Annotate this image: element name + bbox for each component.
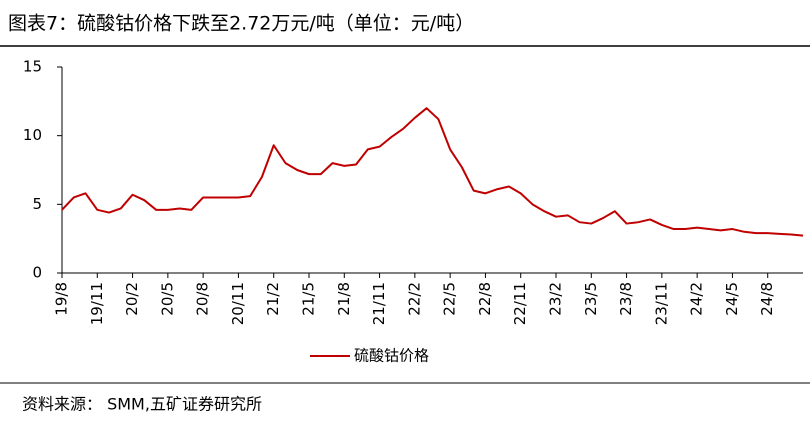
- source: 资料来源： SMM,五矿证券研究所: [22, 395, 262, 414]
- x-tick-label: 22/2: [405, 282, 423, 316]
- x-tick-label: 23/2: [547, 282, 565, 316]
- x-tick-label: 19/11: [88, 282, 106, 325]
- x-tick-label: 24/5: [723, 282, 741, 316]
- x-tick-label: 22/11: [511, 282, 529, 325]
- x-tick-label: 20/11: [229, 282, 247, 325]
- x-tick-label: 24/2: [688, 282, 706, 316]
- x-tick-label: 23/11: [652, 282, 670, 325]
- legend-label: 硫酸钴价格: [354, 347, 429, 365]
- y-tick-label: 5: [32, 195, 42, 213]
- x-tick-label: 20/8: [194, 282, 212, 316]
- x-tick-label: 24/8: [758, 282, 776, 316]
- x-tick-label: 21/11: [370, 282, 388, 325]
- chart-title: 图表7：硫酸钴价格下跌至2.72万元/吨（单位：元/吨）: [8, 13, 474, 35]
- x-tick-label: 22/5: [441, 282, 459, 316]
- y-tick-label: 0: [32, 264, 42, 282]
- x-tick-label: 21/2: [264, 282, 282, 316]
- x-tick-label: 23/8: [617, 282, 635, 316]
- x-tick-label: 22/8: [476, 282, 494, 316]
- x-tick-label: 20/2: [123, 282, 141, 316]
- series-line: [61, 107, 804, 237]
- x-tick-label: 20/5: [158, 282, 176, 316]
- y-tick-label: 10: [23, 126, 42, 144]
- y-tick-label: 15: [23, 58, 42, 76]
- x-tick-label: 19/8: [53, 282, 71, 316]
- x-tick-label: 23/5: [582, 282, 600, 316]
- x-tick-label: 21/5: [300, 282, 318, 316]
- x-tick-label: 21/8: [335, 282, 353, 316]
